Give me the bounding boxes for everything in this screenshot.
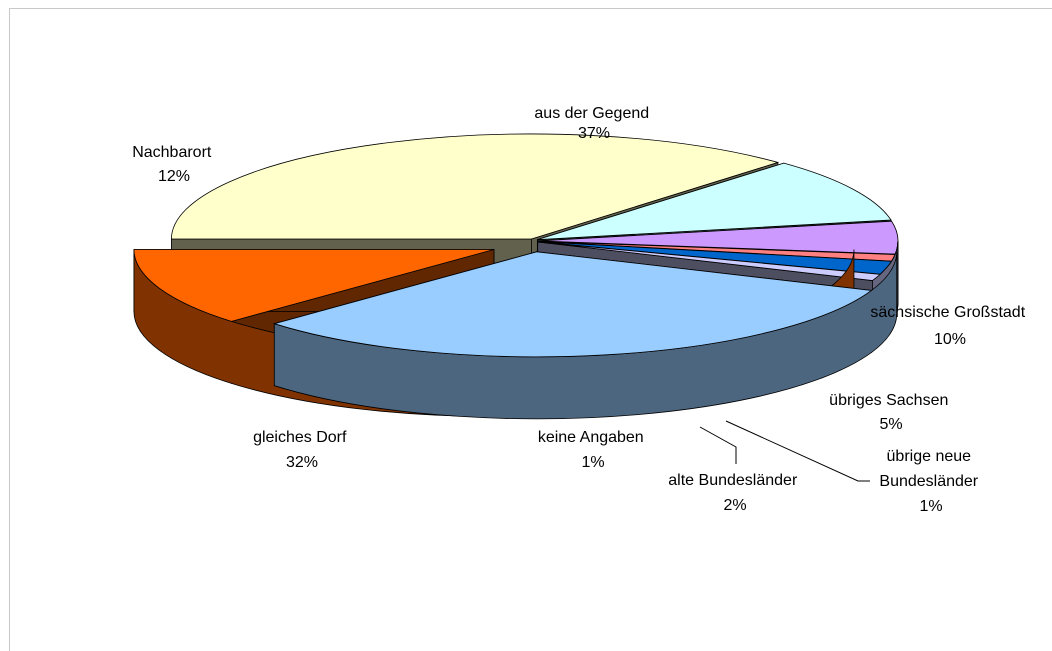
slice-top-aus-der-gegend: [171, 133, 780, 240]
label-saechsische-grossstadt: sächsische Großstadt 10%: [870, 304, 1029, 348]
label-keine-angaben: keine Angaben 1%: [538, 429, 648, 471]
slice-top-saechsische-grossstadt: [537, 162, 892, 241]
label-alte-bundeslaender: alte Bundesländer 2%: [668, 472, 801, 514]
label-gleiches-dorf: gleiches Dorf 32%: [253, 429, 351, 471]
label-uebrige-neue-bundeslaender: übrige neue Bundesländer 1%: [879, 448, 982, 515]
label-uebriges-sachsen: übriges Sachsen 5%: [829, 392, 953, 433]
chart-area: aus der Gegend 37% sächsische Großstadt …: [9, 8, 1052, 651]
leader-line-alte-bundeslaender: [699, 426, 737, 464]
leader-lines: [699, 420, 870, 482]
slice-top-keine-angaben: [537, 241, 882, 282]
slice-gleiches-dorf: [272, 251, 898, 420]
data-labels: aus der Gegend 37% sächsische Großstadt …: [132, 105, 1029, 515]
label-aus-der-gegend: aus der Gegend 37%: [534, 105, 653, 142]
label-nachbarort: Nachbarort 12%: [132, 144, 216, 185]
slice-top-gleiches-dorf: [272, 251, 873, 358]
slice-top-nachbarort: [133, 249, 495, 322]
pie-chart: aus der Gegend 37% sächsische Großstadt …: [132, 105, 1029, 515]
leader-line-uebrige-neue: [725, 420, 870, 482]
pie-slices: [133, 133, 899, 420]
